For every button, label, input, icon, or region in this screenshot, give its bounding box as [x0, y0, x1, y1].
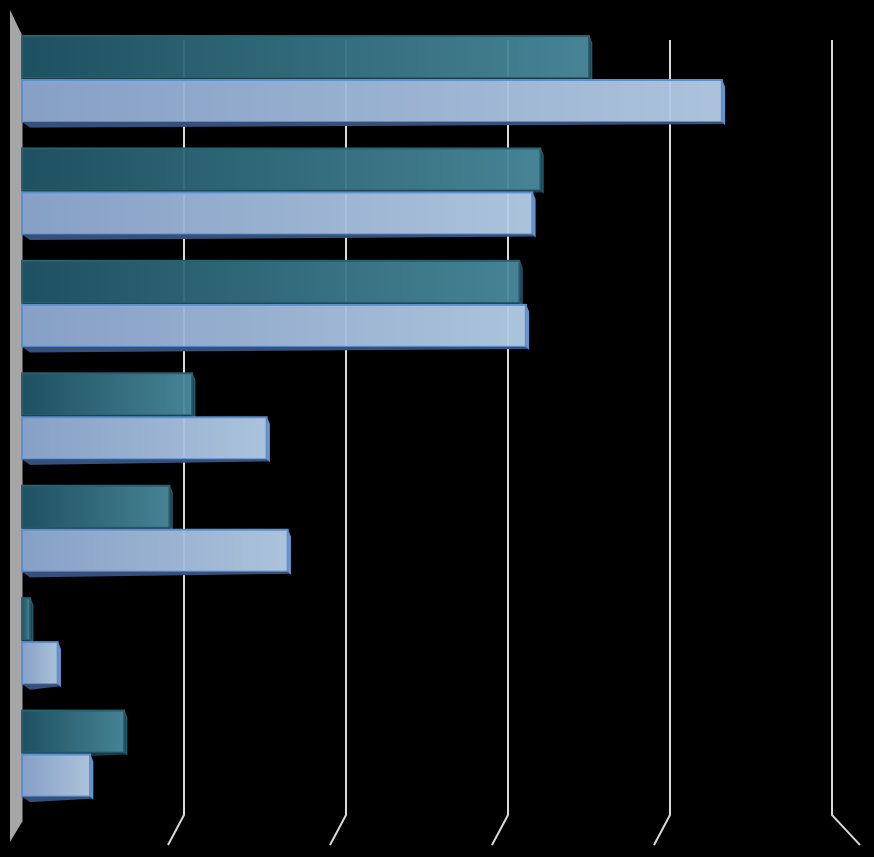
bar-side — [89, 754, 94, 800]
bar-bottom — [22, 571, 291, 578]
bar-bottom — [22, 234, 536, 241]
bar-bottom — [22, 122, 725, 128]
bar — [21, 416, 268, 461]
bar — [21, 372, 194, 417]
grid-line — [653, 40, 671, 846]
bar-side — [525, 304, 530, 350]
bar-side — [531, 192, 536, 238]
bar — [21, 753, 92, 798]
bar — [21, 641, 59, 686]
bar-bottom — [22, 684, 61, 690]
grid-line — [831, 40, 861, 846]
bar-side — [588, 35, 593, 82]
bar-side — [191, 373, 196, 419]
bar-side — [539, 148, 544, 194]
bar — [21, 484, 171, 529]
bar-side — [168, 485, 173, 531]
bar — [21, 528, 289, 573]
floor — [10, 822, 860, 845]
bar-bottom — [22, 796, 93, 803]
bar-side — [266, 417, 270, 463]
bar — [21, 191, 534, 236]
bar-side — [287, 529, 291, 575]
bar — [21, 79, 723, 123]
bar — [21, 303, 527, 348]
bar — [21, 709, 126, 754]
bar-side — [518, 260, 523, 306]
bar-bottom — [22, 459, 270, 465]
left-wall — [10, 10, 22, 842]
bar — [21, 35, 590, 79]
bar-bottom — [22, 346, 529, 353]
bar — [21, 259, 521, 304]
bar-side — [123, 710, 128, 756]
bar-side — [29, 597, 34, 644]
bar-side — [721, 79, 726, 126]
bar — [21, 147, 542, 192]
bar — [21, 597, 32, 642]
bar-side — [57, 641, 61, 688]
